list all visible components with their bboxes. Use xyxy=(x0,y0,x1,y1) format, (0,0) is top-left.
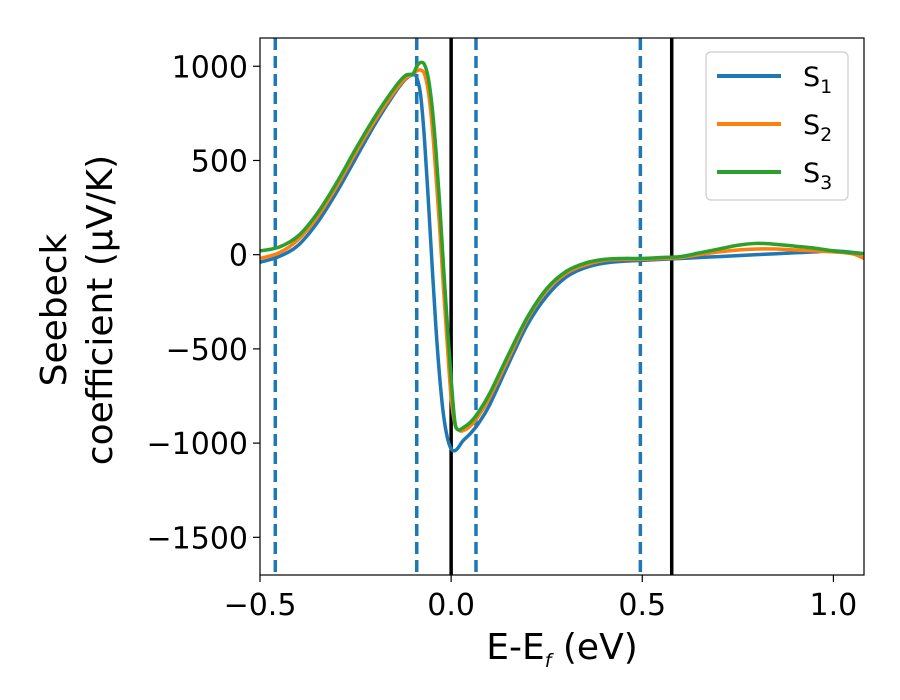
series-line-s2 xyxy=(260,68,864,433)
y-axis-label-line1: Seebeck xyxy=(34,233,75,386)
legend: S1 S2 S3 xyxy=(705,51,849,201)
series-lines xyxy=(260,60,864,453)
legend-label-s3: S3 xyxy=(803,158,832,194)
y-axis-ticks: 1000 500 0 −500 −1000 −1500 xyxy=(147,50,260,556)
reference-lines xyxy=(273,38,674,575)
y-tick-label: −1000 xyxy=(147,427,248,462)
y-axis-label-line2: coefficient (μV/K) xyxy=(80,155,121,465)
legend-label-s2: S2 xyxy=(803,110,832,146)
plot-frame xyxy=(259,37,865,576)
legend-label-s1: S1 xyxy=(803,62,832,98)
x-tick-label: 0.0 xyxy=(427,588,475,623)
x-tick-label: −0.5 xyxy=(224,588,297,623)
series-line-s3 xyxy=(260,60,864,432)
y-tick-label: 0 xyxy=(229,239,248,274)
y-tick-label: 1000 xyxy=(172,50,248,85)
x-axis-label: E-Ef (eV) xyxy=(486,627,638,672)
y-tick-label: −1500 xyxy=(147,521,248,556)
y-tick-label: −500 xyxy=(166,333,248,368)
x-tick-label: 0.5 xyxy=(618,588,666,623)
x-axis-ticks: −0.5 0.0 0.5 1.0 xyxy=(224,575,858,623)
x-tick-label: 1.0 xyxy=(810,588,858,623)
y-tick-label: 500 xyxy=(191,144,248,179)
